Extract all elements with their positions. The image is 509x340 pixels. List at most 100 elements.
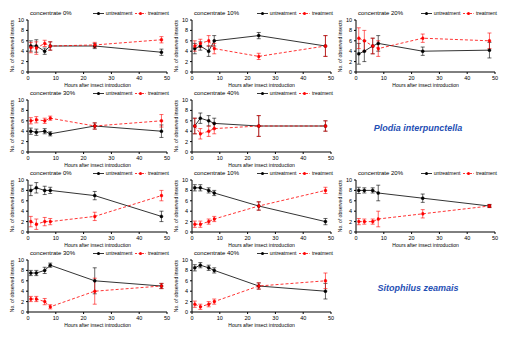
svg-text:0: 0 (190, 315, 193, 321)
svg-text:0: 0 (185, 149, 188, 155)
svg-text:4: 4 (21, 128, 24, 134)
svg-text:4: 4 (21, 288, 24, 294)
svg-text:0: 0 (190, 75, 193, 81)
svg-text:0: 0 (26, 155, 29, 161)
svg-text:20: 20 (245, 315, 251, 321)
svg-text:30: 30 (108, 75, 114, 81)
svg-text:0: 0 (21, 69, 24, 75)
svg-text:40: 40 (136, 155, 142, 161)
svg-text:8: 8 (21, 187, 24, 193)
svg-text:0: 0 (21, 149, 24, 155)
svg-text:40: 40 (300, 315, 306, 321)
svg-text:8: 8 (21, 27, 24, 33)
svg-text:0: 0 (26, 75, 29, 81)
svg-text:20: 20 (81, 315, 87, 321)
svg-text:20: 20 (81, 155, 87, 161)
svg-text:10: 10 (18, 177, 24, 183)
svg-text:6: 6 (185, 38, 188, 44)
svg-text:40: 40 (464, 75, 470, 81)
svg-text:10: 10 (182, 17, 188, 23)
svg-text:2: 2 (185, 139, 188, 145)
svg-text:10: 10 (53, 315, 59, 321)
svg-text:6: 6 (185, 278, 188, 284)
svg-text:50: 50 (164, 75, 170, 81)
svg-text:10: 10 (53, 155, 59, 161)
svg-text:10: 10 (182, 97, 188, 103)
svg-text:50: 50 (328, 315, 334, 321)
svg-text:50: 50 (492, 75, 498, 81)
svg-text:40: 40 (300, 75, 306, 81)
svg-text:20: 20 (81, 75, 87, 81)
svg-text:0: 0 (21, 229, 24, 235)
svg-text:6: 6 (185, 198, 188, 204)
svg-text:8: 8 (185, 187, 188, 193)
svg-text:40: 40 (300, 235, 306, 241)
svg-text:2: 2 (349, 219, 352, 225)
svg-text:8: 8 (349, 187, 352, 193)
svg-text:50: 50 (164, 315, 170, 321)
svg-text:10: 10 (217, 315, 223, 321)
svg-text:30: 30 (272, 315, 278, 321)
svg-text:2: 2 (185, 59, 188, 65)
svg-text:0: 0 (349, 229, 352, 235)
svg-text:20: 20 (409, 75, 415, 81)
svg-text:50: 50 (164, 155, 170, 161)
svg-text:30: 30 (272, 155, 278, 161)
svg-text:40: 40 (136, 235, 142, 241)
svg-text:0: 0 (185, 229, 188, 235)
svg-text:0: 0 (26, 235, 29, 241)
svg-text:0: 0 (185, 69, 188, 75)
svg-text:30: 30 (272, 75, 278, 81)
svg-text:10: 10 (217, 235, 223, 241)
svg-text:4: 4 (349, 48, 352, 54)
svg-text:20: 20 (245, 75, 251, 81)
svg-text:10: 10 (18, 17, 24, 23)
svg-text:30: 30 (436, 235, 442, 241)
svg-text:2: 2 (185, 219, 188, 225)
svg-text:20: 20 (81, 235, 87, 241)
svg-text:6: 6 (349, 198, 352, 204)
svg-text:4: 4 (185, 288, 188, 294)
svg-text:20: 20 (409, 235, 415, 241)
svg-text:10: 10 (217, 75, 223, 81)
svg-text:30: 30 (436, 75, 442, 81)
svg-text:2: 2 (21, 299, 24, 305)
svg-text:10: 10 (18, 257, 24, 263)
svg-text:40: 40 (300, 155, 306, 161)
svg-text:6: 6 (21, 118, 24, 124)
svg-text:2: 2 (349, 59, 352, 65)
svg-text:20: 20 (245, 155, 251, 161)
svg-text:30: 30 (108, 155, 114, 161)
svg-text:4: 4 (21, 208, 24, 214)
svg-text:8: 8 (185, 267, 188, 273)
svg-text:8: 8 (349, 27, 352, 33)
svg-text:8: 8 (21, 107, 24, 113)
svg-text:2: 2 (21, 139, 24, 145)
svg-text:40: 40 (136, 315, 142, 321)
svg-text:10: 10 (182, 177, 188, 183)
svg-text:10: 10 (217, 155, 223, 161)
svg-text:10: 10 (18, 97, 24, 103)
svg-text:10: 10 (346, 17, 352, 23)
svg-text:2: 2 (21, 59, 24, 65)
svg-text:4: 4 (185, 48, 188, 54)
svg-text:8: 8 (185, 107, 188, 113)
svg-text:2: 2 (21, 219, 24, 225)
svg-text:50: 50 (164, 235, 170, 241)
svg-text:30: 30 (108, 235, 114, 241)
svg-text:4: 4 (185, 208, 188, 214)
svg-text:6: 6 (185, 118, 188, 124)
svg-text:0: 0 (354, 235, 357, 241)
svg-text:50: 50 (328, 75, 334, 81)
svg-text:8: 8 (185, 27, 188, 33)
svg-text:40: 40 (464, 235, 470, 241)
svg-text:6: 6 (21, 278, 24, 284)
svg-text:10: 10 (346, 177, 352, 183)
svg-text:10: 10 (53, 75, 59, 81)
svg-text:30: 30 (108, 315, 114, 321)
svg-text:10: 10 (182, 257, 188, 263)
svg-text:50: 50 (328, 235, 334, 241)
svg-text:4: 4 (185, 128, 188, 134)
svg-text:0: 0 (190, 155, 193, 161)
svg-text:0: 0 (185, 309, 188, 315)
